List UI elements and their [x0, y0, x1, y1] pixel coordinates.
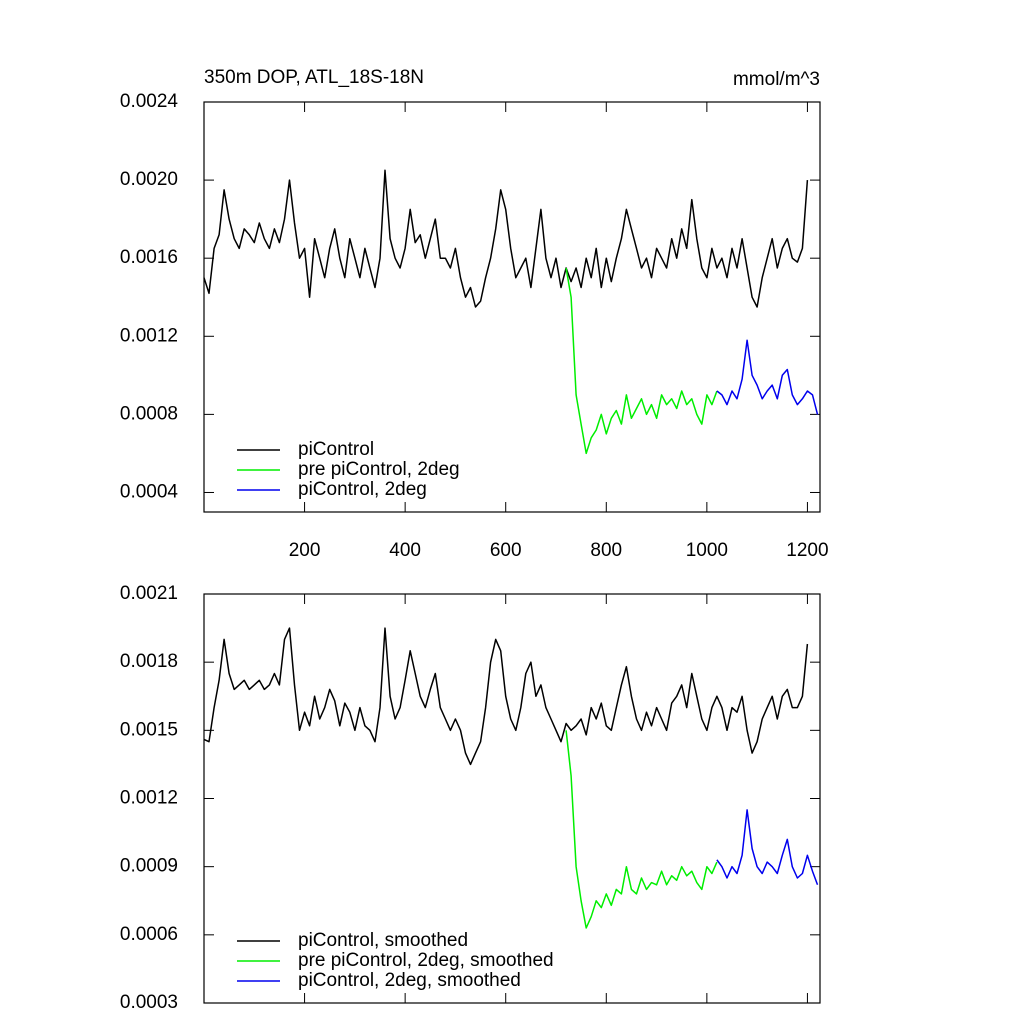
series-line	[203, 169, 809, 308]
x-tick-label: 1000	[686, 540, 728, 561]
x-tick-label: 600	[490, 540, 522, 561]
y-tick-label: 0.0021	[120, 583, 178, 604]
y-tick-label: 0.0006	[120, 924, 178, 945]
plot-frame	[203, 101, 821, 513]
y-tick-label: 0.0012	[120, 325, 178, 346]
y-tick-label: 0.0012	[120, 788, 178, 809]
x-tick-label: 800	[590, 540, 622, 561]
legend-label: piControl, smoothed	[298, 930, 468, 951]
y-tick-label: 0.0009	[120, 856, 178, 877]
chart-title: 350m DOP, ATL_18S-18N	[204, 67, 424, 88]
series-line	[565, 267, 718, 455]
x-tick-label: 400	[389, 540, 421, 561]
x-tick-label: 1200	[786, 540, 828, 561]
legend-label: piControl	[298, 439, 374, 460]
y-tick-label: 0.0024	[120, 91, 179, 112]
legend-label: pre piControl, 2deg	[298, 459, 460, 480]
plot-frame	[203, 593, 821, 1004]
series-line	[565, 730, 718, 929]
legend-label: piControl, 2deg	[298, 479, 427, 500]
y-tick-label: 0.0015	[120, 719, 178, 740]
series-line	[203, 627, 809, 766]
legend-label: piControl, 2deg, smoothed	[298, 970, 521, 991]
series-line	[716, 339, 819, 415]
y-tick-label: 0.0018	[120, 651, 178, 672]
y-tick-label: 0.0004	[120, 481, 179, 502]
series-line	[716, 809, 819, 886]
x-tick-label: 200	[289, 540, 321, 561]
y-tick-label: 0.0008	[120, 403, 178, 424]
y-tick-label: 0.0020	[120, 169, 178, 190]
y-tick-label: 0.0016	[120, 247, 178, 268]
y-tick-label: 0.0003	[120, 992, 178, 1013]
legend-label: pre piControl, 2deg, smoothed	[298, 950, 554, 971]
units-label: mmol/m^3	[733, 69, 820, 90]
